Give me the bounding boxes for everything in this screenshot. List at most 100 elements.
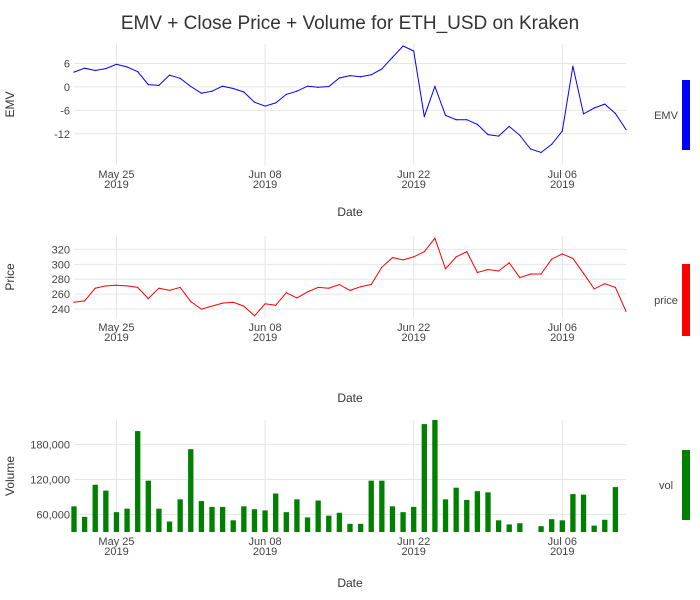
data-point (73, 301, 75, 303)
data-point (168, 74, 171, 76)
data-point (561, 130, 563, 132)
volume-bar (453, 487, 459, 532)
data-point (593, 288, 595, 290)
volume-bar (103, 490, 109, 532)
data-point (360, 76, 362, 78)
data-point (519, 277, 521, 279)
volume-bar (251, 509, 258, 532)
data-point (381, 266, 383, 268)
data-point (275, 304, 277, 306)
data-point (349, 289, 351, 292)
x-tick-year: 2019 (401, 179, 425, 191)
volume-bar (538, 526, 544, 532)
x-tick-label: Jun 22 (397, 169, 430, 181)
x-tick-year: 2019 (104, 332, 128, 344)
volume-bar (156, 508, 162, 532)
volume-bar (135, 431, 141, 532)
data-point (498, 135, 500, 137)
volume-bar (506, 524, 512, 532)
data-point (243, 91, 245, 93)
volume-bar (602, 519, 608, 532)
data-point (285, 93, 287, 95)
data-point (604, 283, 606, 285)
data-point (413, 50, 415, 52)
data-point (285, 292, 287, 294)
volume-bar (92, 484, 98, 532)
data-point (476, 123, 478, 126)
y-tick-label: 320 (52, 244, 70, 256)
data-point (158, 287, 160, 289)
volume-bar (421, 424, 427, 532)
data-point (328, 85, 330, 88)
data-point (84, 300, 86, 302)
data-point (349, 75, 351, 77)
data-point (423, 251, 425, 253)
data-point (222, 302, 224, 304)
y-axis-title: Volume (3, 456, 17, 496)
x-axis-title: Date (337, 205, 363, 219)
data-point (222, 85, 224, 87)
series-line (73, 45, 627, 154)
data-point (582, 113, 585, 115)
volume-bar (591, 525, 597, 532)
volume-bar (474, 491, 481, 532)
x-tick-year: 2019 (401, 332, 425, 344)
x-tick-year: 2019 (104, 179, 128, 191)
data-point (264, 303, 266, 305)
y-axis-title: Price (3, 263, 17, 291)
data-point (126, 285, 128, 287)
data-point (572, 257, 574, 259)
volume-bar (326, 515, 332, 532)
data-point (582, 272, 585, 274)
x-tick-label: Jun 08 (249, 322, 282, 334)
data-point (614, 286, 616, 289)
data-point (455, 119, 457, 121)
chart-title: EMV + Close Price + Volume for ETH_USD o… (121, 13, 579, 34)
data-point (147, 83, 149, 86)
data-point (413, 256, 415, 258)
data-point (614, 112, 616, 115)
x-tick-year: 2019 (550, 179, 574, 191)
data-point (540, 151, 542, 154)
volume-bar (304, 517, 311, 532)
x-tick-label: May 25 (98, 322, 134, 334)
data-point (434, 237, 436, 239)
data-point (232, 87, 234, 90)
x-tick-label: Jul 06 (548, 322, 577, 334)
data-point (551, 143, 553, 145)
data-point (423, 116, 425, 118)
data-point (444, 114, 447, 117)
data-point (253, 315, 256, 317)
data-point (264, 105, 266, 107)
volume-bar (262, 510, 268, 532)
volume-bar (81, 516, 88, 532)
data-point (370, 283, 372, 286)
data-point (338, 283, 340, 286)
data-point (253, 101, 256, 103)
volume-bar (241, 506, 247, 532)
data-point (604, 103, 606, 105)
data-point (529, 148, 532, 150)
data-point (115, 63, 118, 65)
data-point (211, 90, 213, 92)
y-tick-label: -6 (60, 105, 70, 117)
volume-bar (124, 508, 130, 532)
volume-bar (379, 480, 385, 532)
volume-bar (315, 500, 321, 532)
data-point (296, 297, 298, 299)
data-point (168, 289, 171, 292)
volume-bar (230, 520, 236, 532)
y-tick-label: 6 (64, 59, 70, 71)
data-point (296, 90, 298, 92)
data-point (126, 66, 128, 68)
x-tick-label: Jun 22 (397, 322, 430, 334)
data-point (476, 271, 478, 274)
y-tick-label: 240 (52, 304, 70, 316)
x-tick-year: 2019 (401, 546, 425, 558)
volume-bar (389, 506, 396, 532)
data-point (402, 45, 404, 47)
x-tick-year: 2019 (550, 332, 574, 344)
volume-bar (464, 499, 470, 532)
data-point (391, 257, 394, 259)
